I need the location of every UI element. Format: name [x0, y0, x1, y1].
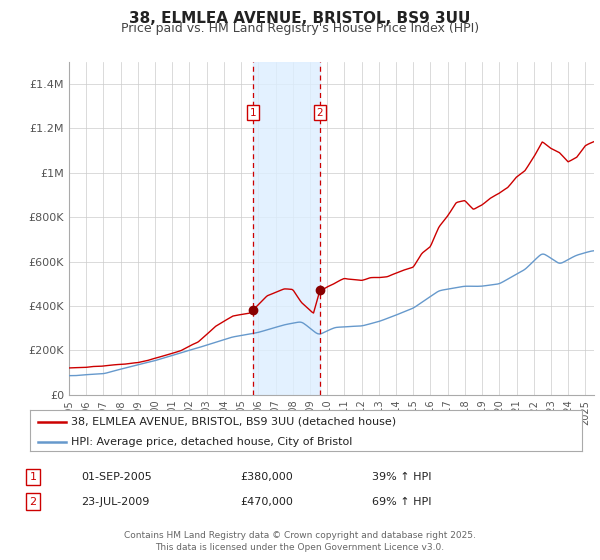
Text: Price paid vs. HM Land Registry's House Price Index (HPI): Price paid vs. HM Land Registry's House … — [121, 22, 479, 35]
Text: 01-SEP-2005: 01-SEP-2005 — [81, 472, 152, 482]
Text: £380,000: £380,000 — [240, 472, 293, 482]
Text: 69% ↑ HPI: 69% ↑ HPI — [372, 497, 431, 507]
Bar — [253, 62, 320, 395]
Text: 23-JUL-2009: 23-JUL-2009 — [81, 497, 149, 507]
Text: 1: 1 — [250, 108, 256, 118]
Text: 38, ELMLEA AVENUE, BRISTOL, BS9 3UU (detached house): 38, ELMLEA AVENUE, BRISTOL, BS9 3UU (det… — [71, 417, 397, 427]
Text: 38, ELMLEA AVENUE, BRISTOL, BS9 3UU: 38, ELMLEA AVENUE, BRISTOL, BS9 3UU — [130, 11, 470, 26]
Text: HPI: Average price, detached house, City of Bristol: HPI: Average price, detached house, City… — [71, 437, 353, 447]
Text: 2: 2 — [29, 497, 37, 507]
Text: 39% ↑ HPI: 39% ↑ HPI — [372, 472, 431, 482]
Text: 1: 1 — [29, 472, 37, 482]
Text: £470,000: £470,000 — [240, 497, 293, 507]
Text: 2: 2 — [316, 108, 323, 118]
Text: Contains HM Land Registry data © Crown copyright and database right 2025.
This d: Contains HM Land Registry data © Crown c… — [124, 531, 476, 552]
